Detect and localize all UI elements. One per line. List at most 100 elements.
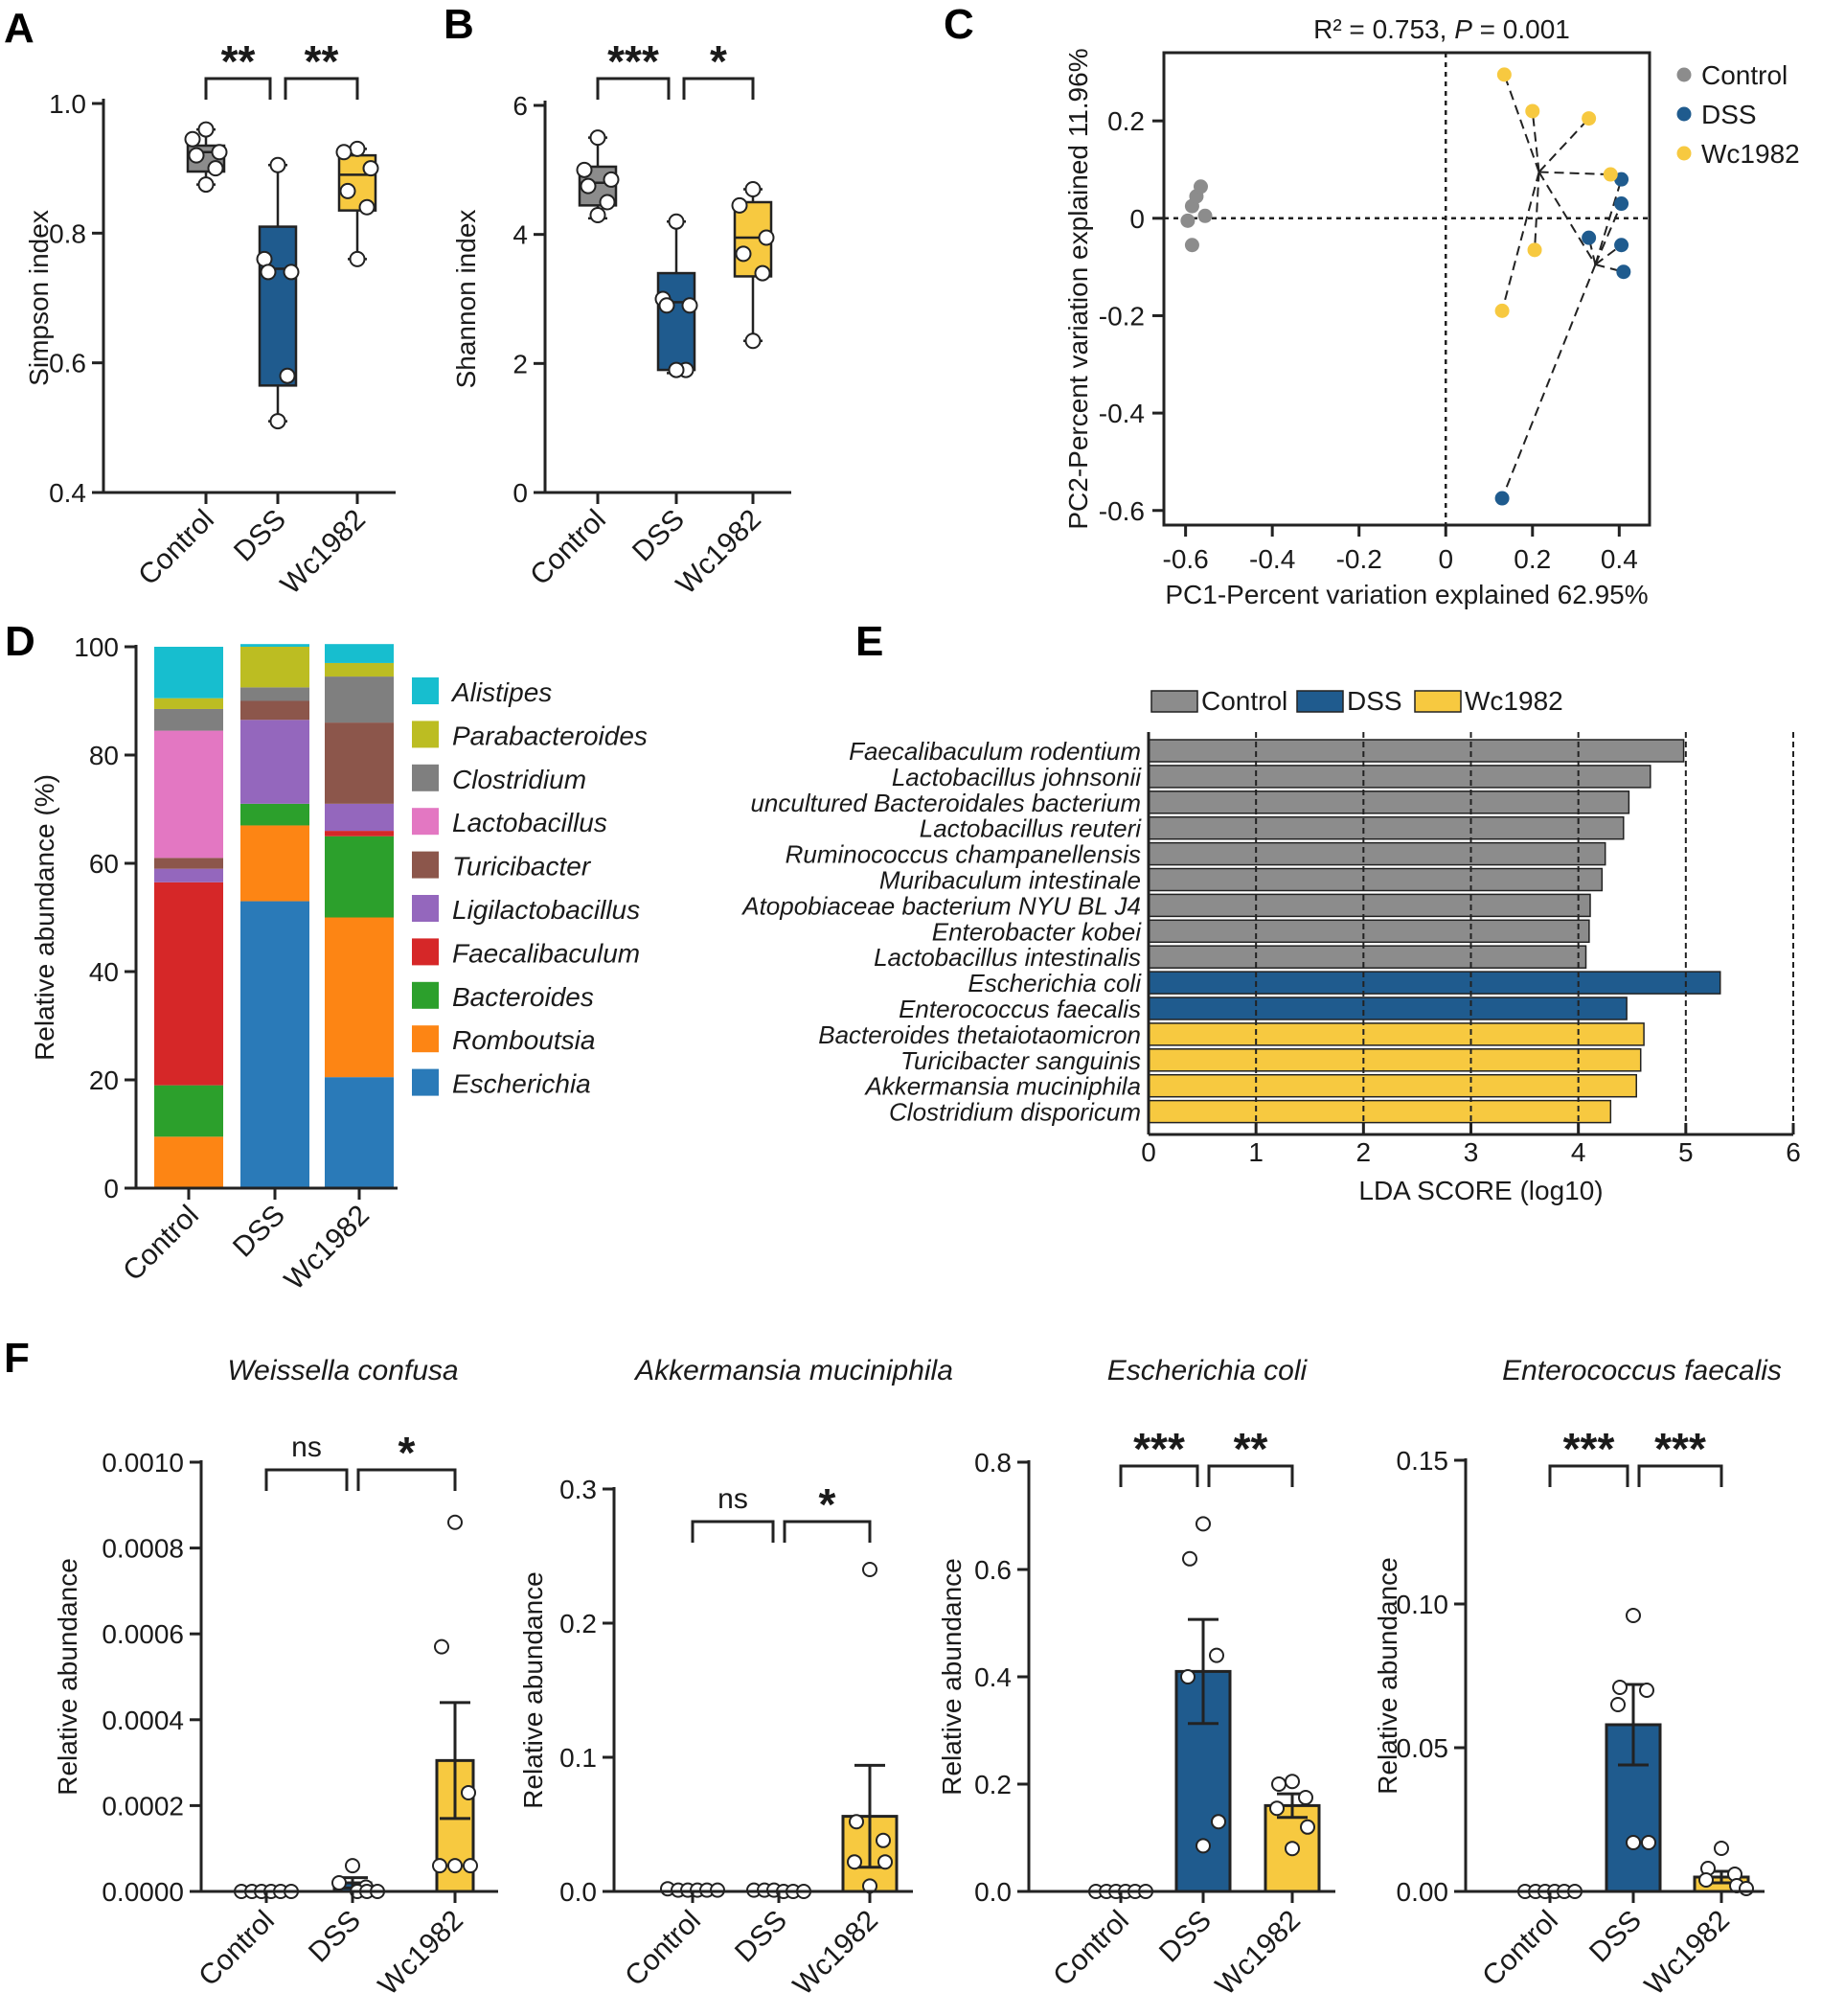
data-point: [603, 171, 620, 188]
x-tick-label: 0: [1438, 544, 1453, 574]
data-point: [599, 194, 616, 211]
data-point: [1626, 1835, 1641, 1850]
segment-romboutsia: [154, 1136, 223, 1188]
point-wc1982: [1494, 303, 1510, 318]
y-tick-label: 0.05: [1397, 1733, 1449, 1763]
segment-bacteroides: [240, 803, 309, 826]
y-tick-label: 0.0000: [102, 1877, 184, 1907]
lda-bar: [1148, 1099, 1612, 1124]
data-point: [1698, 1872, 1714, 1888]
lda-bar-label: Enterococcus faecalis: [899, 995, 1141, 1023]
data-point: [754, 264, 771, 282]
data-point: [461, 1784, 476, 1800]
lda-bar: [1148, 841, 1606, 866]
point-dss: [1494, 491, 1510, 506]
x-tick-label: -0.4: [1249, 544, 1295, 574]
data-point: [1714, 1841, 1729, 1856]
lda-bar-label: Escherichia coli: [968, 969, 1142, 997]
data-point: [188, 147, 205, 164]
y-axis-title: Shannon index: [451, 210, 481, 389]
spoke-wc1982: [1537, 117, 1590, 173]
spoke-dss: [1594, 178, 1623, 265]
legend-label-dss: DSS: [1347, 686, 1402, 716]
y-tick-label: 0.0: [974, 1877, 1012, 1907]
legend-swatch-turicibacter: [412, 851, 439, 879]
y-tick-label: 0.3: [559, 1475, 597, 1504]
data-point: [184, 130, 201, 148]
stat-annotation: R² = 0.753, P = 0.001: [1313, 14, 1570, 44]
y-tick-label: 6: [512, 91, 528, 121]
legend-swatch-parabacteroides: [412, 721, 439, 748]
data-point: [358, 198, 376, 216]
data-point: [432, 1858, 447, 1874]
data-point: [1612, 1680, 1628, 1695]
point-control: [1197, 208, 1213, 223]
sig-dss-wc1982-label: *: [819, 1479, 836, 1529]
y-axis-title: Relative abundance: [937, 1558, 967, 1796]
stat-annotation-value: = 0.001: [1472, 14, 1570, 44]
legend-label-lactobacillus: Lactobacillus: [452, 808, 607, 837]
lda-bar: [1148, 739, 1685, 763]
point-dss: [1616, 264, 1631, 280]
legend-swatch-clostridium: [412, 764, 439, 791]
lda-bar-label: Lactobacillus johnsonii: [892, 763, 1142, 791]
lda-bar: [1148, 997, 1628, 1020]
lda-bar-label: Clostridium disporicum: [889, 1098, 1141, 1127]
data-point: [269, 156, 286, 173]
spoke-dss: [1594, 243, 1623, 265]
legend-label-wc1982: Wc1982: [1465, 686, 1563, 716]
data-point: [1271, 1776, 1287, 1792]
data-point: [279, 367, 296, 384]
data-point: [362, 160, 379, 177]
y-tick-label: 0.8: [974, 1448, 1012, 1478]
x-tick-label-dss: DSS: [303, 1905, 367, 1969]
y-tick-label: -0.6: [1099, 496, 1145, 526]
segment-clostridium: [240, 687, 309, 701]
data-point: [197, 176, 215, 194]
spoke-wc1982: [1538, 171, 1611, 176]
lda-bar: [1148, 893, 1591, 918]
data-point: [1182, 1550, 1197, 1567]
lda-bar-label: Akkermansia muciniphila: [863, 1072, 1141, 1101]
y-tick-label: 20: [89, 1065, 119, 1095]
data-point: [849, 1814, 864, 1830]
point-control: [1184, 238, 1199, 253]
data-point: [1180, 1669, 1196, 1684]
data-point: [1610, 1697, 1626, 1712]
data-point: [1300, 1819, 1315, 1835]
y-tick-label: 80: [89, 741, 119, 770]
data-point: [576, 161, 593, 178]
x-tick-label-control: Control: [1047, 1905, 1135, 1993]
panel-title: Enterococcus faecalis: [1502, 1355, 1782, 1386]
point-control: [1180, 213, 1196, 228]
x-tick-label-dss: DSS: [227, 1200, 291, 1264]
data-point: [1285, 1774, 1300, 1790]
legend-label-dss: DSS: [1701, 100, 1757, 129]
panel-c-pcoa-scatter: -0.6 -0.4 -0.2 0 0.2 0.4 -0.6 -0.4 -0.2 0 0.2 PC1-P…: [1063, 14, 1800, 609]
legend-marker-wc1982: [1676, 146, 1692, 161]
data-point: [668, 213, 685, 230]
sig-dss-wc1982-bracket: [1637, 1464, 1723, 1487]
segment-parabacteroides: [154, 698, 223, 709]
y-tick-label: 4: [512, 220, 528, 250]
x-tick-label: 0: [1141, 1137, 1156, 1167]
data-point: [876, 1832, 891, 1848]
legend-label-escherichia: Escherichia: [452, 1069, 591, 1099]
panel-label-c: C: [944, 1, 974, 48]
data-point: [589, 206, 606, 223]
segment-clostridium: [154, 708, 223, 731]
box-dss: [258, 225, 298, 387]
y-tick-label: 0.0008: [102, 1534, 184, 1564]
legend-label-control: Control: [1701, 60, 1788, 90]
data-point: [349, 250, 366, 267]
data-point: [447, 1858, 463, 1874]
y-tick-label: 0.0006: [102, 1619, 184, 1649]
legend-swatch-dss: [1296, 690, 1344, 713]
y-tick-label: 100: [74, 632, 119, 662]
box-dss: [656, 271, 696, 372]
y-tick-label: 0.2: [974, 1770, 1012, 1799]
data-point: [735, 245, 752, 263]
legend-label-control: Control: [1201, 686, 1287, 716]
x-tick-label-wc1982: Wc1982: [275, 504, 372, 601]
stat-annotation-p: P: [1454, 14, 1472, 44]
